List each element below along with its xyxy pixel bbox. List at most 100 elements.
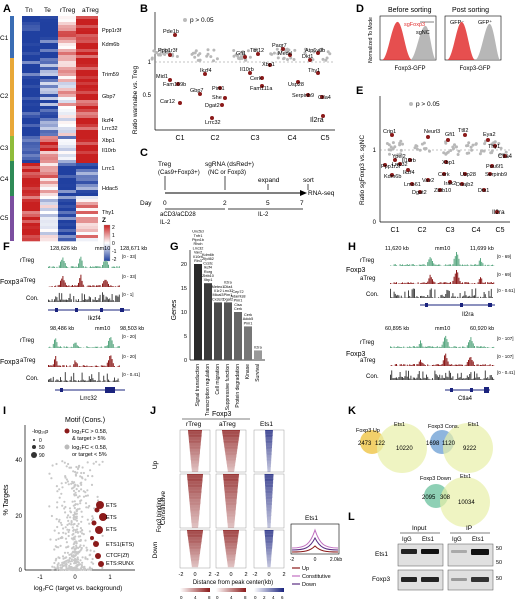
track-bar [70, 299, 72, 302]
heat-cell [40, 154, 58, 158]
heatmap-row [225, 502, 237, 504]
motif-point [58, 518, 61, 521]
track-bar [433, 281, 435, 284]
track-bar [102, 292, 103, 302]
heat-cell [40, 16, 58, 20]
track-bar [451, 364, 453, 366]
track-bar [465, 378, 467, 380]
heatmap-row [223, 440, 239, 442]
heat-cell [58, 238, 76, 242]
track-bar [414, 288, 415, 298]
motif-point [68, 568, 71, 571]
track-bar [112, 344, 114, 348]
track-bar [58, 265, 60, 268]
svg-text:Ets1: Ets1 [472, 537, 485, 543]
track-bar [480, 364, 481, 366]
svg-text:Cerk: Cerk [438, 172, 450, 178]
track-bar [111, 340, 113, 348]
track-bar [114, 266, 115, 268]
track-bar [432, 261, 433, 266]
motif-point [80, 499, 83, 502]
track-bar [64, 282, 66, 287]
svg-text:Il10rb: Il10rb [240, 67, 254, 73]
track-bar [456, 270, 457, 284]
track-bar [49, 300, 51, 302]
scatter-point-ns [155, 51, 159, 54]
motif-point [66, 480, 69, 483]
svg-text:0: 0 [180, 595, 183, 600]
track-bar [411, 379, 413, 380]
track-bar [474, 264, 475, 266]
heatmap-row [189, 502, 201, 504]
heatmap-row [222, 434, 240, 436]
track-bar [96, 285, 97, 287]
hist-sgnc [410, 25, 436, 60]
svg-text:C2: C2 [418, 227, 427, 234]
svg-text:Constitutive: Constitutive [302, 574, 331, 580]
track-bar [462, 296, 463, 298]
svg-text:C3: C3 [251, 135, 260, 142]
heatmap-row [189, 443, 201, 445]
track-bar [471, 283, 473, 284]
svg-text:Usp28: Usp28 [288, 82, 304, 88]
heat-cell [22, 82, 40, 86]
track-bar [460, 364, 462, 366]
track-bar [117, 366, 119, 367]
track-bar [105, 366, 107, 367]
track-bar [91, 366, 93, 367]
svg-text:Medd: Medd [278, 51, 292, 57]
track-bar [80, 380, 82, 382]
track-bar [70, 376, 72, 382]
heatmap-row [190, 511, 200, 513]
heat-cell [58, 88, 76, 92]
hist-gfppos [475, 23, 500, 60]
track-bar [427, 281, 429, 284]
track-bar [106, 362, 108, 367]
svg-text:50: 50 [496, 546, 502, 552]
track-bar [427, 346, 429, 348]
motif-point [50, 514, 54, 518]
heatmap-row [226, 554, 236, 556]
track-bar [481, 379, 483, 380]
band [471, 577, 489, 582]
svg-text:Input: Input [412, 525, 427, 532]
svg-text:50: 50 [496, 560, 502, 566]
svg-text:[0 - 69]: [0 - 69] [497, 254, 511, 259]
heatmap-row [188, 431, 202, 433]
heatmap-row [266, 557, 272, 559]
heatmap-row [267, 525, 271, 527]
heat-cell [76, 235, 98, 239]
track-bar [464, 378, 466, 380]
motif-point [86, 518, 89, 521]
track-bar [116, 347, 118, 348]
track-bar [400, 295, 402, 298]
motif-point [72, 516, 75, 520]
track-bar [451, 347, 453, 348]
heatmap-row [265, 546, 273, 548]
track-bar [472, 265, 474, 266]
track-bar [440, 364, 442, 366]
svg-text:Kdm6b: Kdm6b [384, 174, 401, 180]
svg-text:4: 4 [272, 595, 275, 600]
heat-cell [76, 46, 98, 50]
track-bar [54, 286, 55, 287]
track-bar [393, 291, 395, 298]
svg-text:Gfi1: Gfi1 [445, 132, 455, 138]
track-bar [82, 379, 84, 382]
motif-point [76, 552, 79, 555]
track-bar [474, 365, 475, 366]
heat-cell [40, 115, 58, 119]
heatmap-row [226, 557, 236, 559]
track-bar [463, 378, 465, 380]
col-label-te: Te [44, 7, 51, 14]
motif-point [68, 557, 71, 560]
track-bar [403, 346, 405, 348]
heatmap-row [267, 520, 271, 522]
track-bar [400, 364, 402, 366]
track-bar [67, 285, 69, 287]
track-bar [85, 366, 87, 367]
svg-text:Foxp3 Down: Foxp3 Down [420, 476, 451, 482]
track-bar [493, 265, 495, 266]
motif-point [56, 490, 59, 493]
track-bar [79, 278, 81, 287]
